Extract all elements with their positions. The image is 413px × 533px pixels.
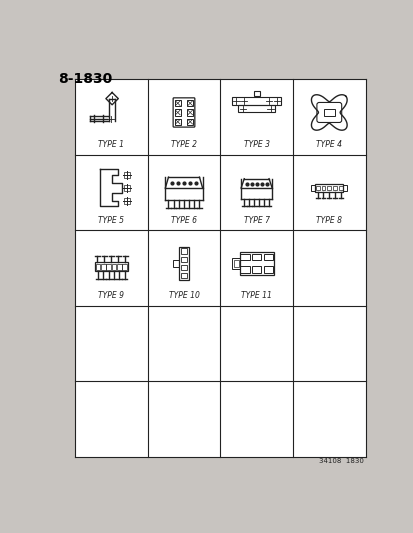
Bar xyxy=(187,119,193,125)
Bar xyxy=(252,254,261,260)
Bar xyxy=(95,264,100,270)
Bar xyxy=(187,100,193,106)
Bar xyxy=(173,260,179,267)
Bar xyxy=(95,262,127,271)
Text: TYPE 7: TYPE 7 xyxy=(243,216,269,225)
Text: TYPE 3: TYPE 3 xyxy=(243,140,269,149)
Bar xyxy=(231,258,239,269)
Bar xyxy=(311,185,315,191)
Bar xyxy=(123,185,130,191)
Text: 34108  1830: 34108 1830 xyxy=(318,458,363,464)
Bar xyxy=(231,97,281,105)
Bar xyxy=(181,265,186,270)
Bar xyxy=(342,185,346,191)
Bar xyxy=(252,266,261,273)
Bar xyxy=(315,185,319,190)
Bar xyxy=(112,264,116,270)
Bar xyxy=(338,185,342,190)
Bar xyxy=(323,109,334,116)
Text: TYPE 4: TYPE 4 xyxy=(316,140,342,149)
Bar xyxy=(315,184,342,192)
Bar xyxy=(101,264,105,270)
Bar xyxy=(174,100,180,106)
Bar xyxy=(263,266,272,273)
Bar xyxy=(237,105,275,112)
Bar xyxy=(263,254,272,260)
Bar xyxy=(174,119,180,125)
Bar xyxy=(240,266,249,273)
Text: TYPE 8: TYPE 8 xyxy=(316,216,342,225)
Bar xyxy=(332,185,336,190)
Bar xyxy=(234,260,238,267)
Bar xyxy=(327,185,330,190)
Bar xyxy=(179,247,188,280)
Bar xyxy=(106,264,111,270)
Text: TYPE 6: TYPE 6 xyxy=(171,216,197,225)
Bar xyxy=(321,185,325,190)
Bar xyxy=(123,198,130,204)
Text: TYPE 10: TYPE 10 xyxy=(168,292,199,301)
Text: TYPE 1: TYPE 1 xyxy=(98,140,124,149)
Bar xyxy=(187,109,193,116)
Bar xyxy=(181,273,186,278)
Text: TYPE 9: TYPE 9 xyxy=(98,292,124,301)
Bar xyxy=(181,256,186,262)
Bar xyxy=(174,109,180,116)
Bar xyxy=(239,252,273,275)
Bar xyxy=(240,254,249,260)
Text: TYPE 11: TYPE 11 xyxy=(241,292,271,301)
Text: TYPE 5: TYPE 5 xyxy=(98,216,124,225)
Text: 8-1830: 8-1830 xyxy=(58,71,112,86)
Text: TYPE 2: TYPE 2 xyxy=(171,140,197,149)
Bar xyxy=(122,264,126,270)
Bar xyxy=(181,248,186,254)
Bar xyxy=(123,172,130,178)
Bar xyxy=(116,264,121,270)
Bar xyxy=(253,91,259,96)
